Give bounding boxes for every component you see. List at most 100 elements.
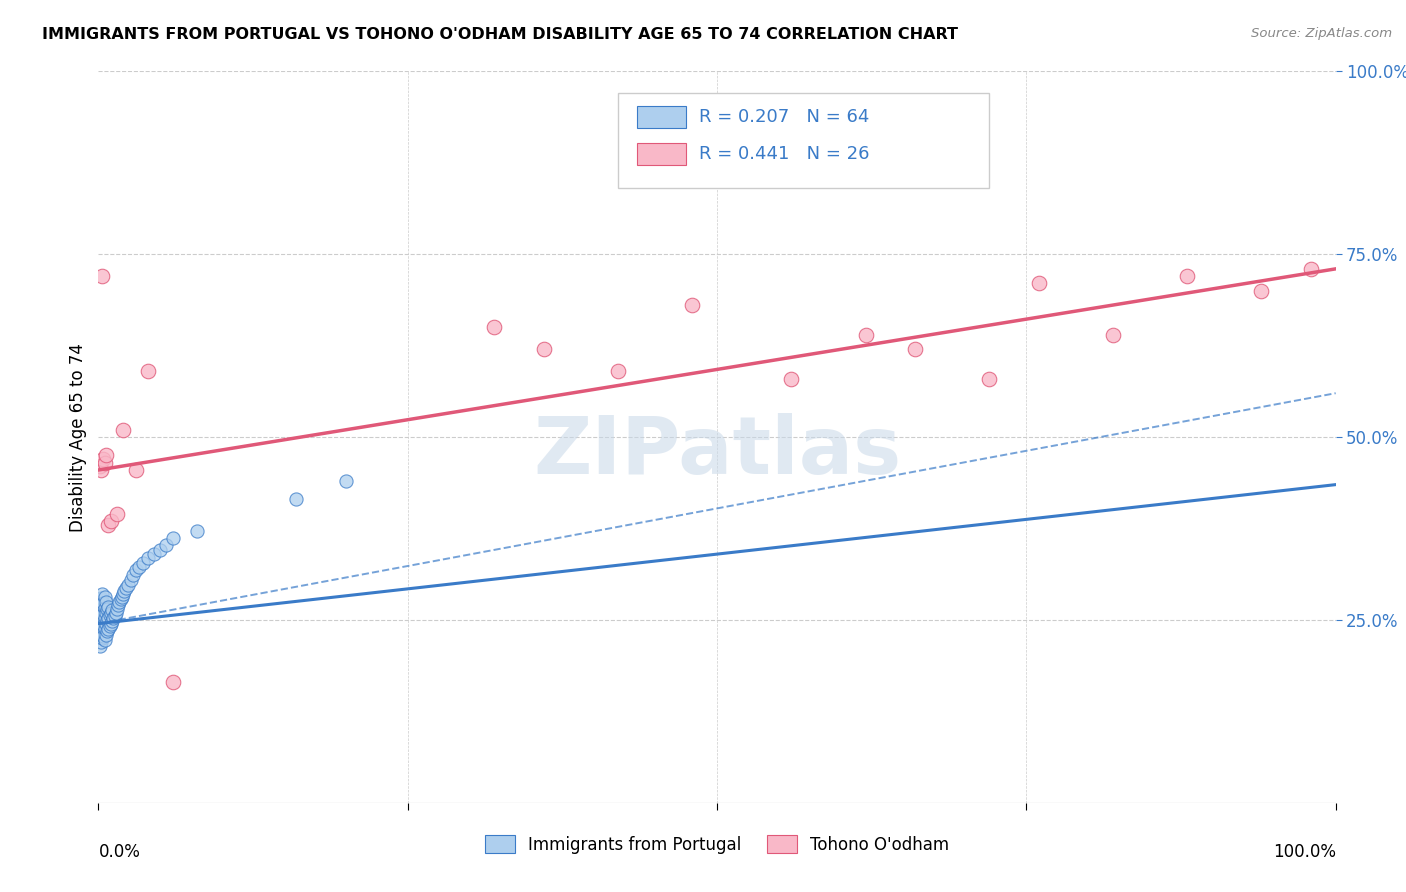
Point <box>90 602 112 616</box>
Point <box>124 563 146 577</box>
Point <box>94 594 117 608</box>
Point <box>979 371 1001 385</box>
Text: ZIPatlas: ZIPatlas <box>533 413 901 491</box>
Point <box>94 449 117 463</box>
Point <box>96 602 118 616</box>
Point <box>285 492 308 507</box>
Point <box>97 622 120 636</box>
Point <box>89 459 111 474</box>
Point <box>93 629 115 643</box>
Text: 100.0%: 100.0% <box>1272 843 1336 861</box>
Point <box>90 463 112 477</box>
Point <box>90 613 112 627</box>
Point <box>100 616 122 631</box>
Point <box>117 578 139 592</box>
Point <box>149 542 172 557</box>
Bar <box>637 143 686 165</box>
Point <box>143 547 166 561</box>
Point <box>132 556 155 570</box>
Point <box>93 618 115 632</box>
Point <box>93 611 115 625</box>
Text: IMMIGRANTS FROM PORTUGAL VS TOHONO O'ODHAM DISABILITY AGE 65 TO 74 CORRELATION C: IMMIGRANTS FROM PORTUGAL VS TOHONO O'ODH… <box>42 27 957 42</box>
Point <box>111 590 134 604</box>
Point <box>162 531 184 545</box>
Point <box>128 560 150 574</box>
Point <box>1299 261 1322 276</box>
Point <box>186 524 208 538</box>
Bar <box>619 94 990 188</box>
Point <box>91 620 114 634</box>
Point <box>94 616 117 631</box>
Point <box>855 327 877 342</box>
Legend: Immigrants from Portugal, Tohono O'odham: Immigrants from Portugal, Tohono O'odham <box>478 829 956 860</box>
Point <box>1175 269 1198 284</box>
Text: R = 0.441   N = 26: R = 0.441 N = 26 <box>699 145 869 162</box>
Point <box>114 581 136 595</box>
Point <box>91 632 114 646</box>
Text: R = 0.207   N = 64: R = 0.207 N = 64 <box>699 108 869 126</box>
Point <box>335 474 357 488</box>
Point <box>107 599 129 613</box>
Point <box>607 364 630 378</box>
Point <box>90 624 112 638</box>
Point <box>103 611 125 625</box>
Point <box>120 573 142 587</box>
Point <box>100 606 122 620</box>
Point <box>110 592 132 607</box>
Point <box>97 599 120 614</box>
Point <box>93 456 115 470</box>
Point <box>104 606 127 620</box>
Point <box>124 463 146 477</box>
Point <box>93 452 115 467</box>
Point <box>105 507 128 521</box>
Point <box>93 623 115 637</box>
Point <box>103 608 125 623</box>
Point <box>93 596 115 610</box>
Bar <box>637 106 686 128</box>
Point <box>94 627 117 641</box>
Point <box>1028 277 1050 291</box>
Point <box>484 320 506 334</box>
Point <box>96 624 118 638</box>
Point <box>101 615 124 629</box>
Point <box>93 633 115 648</box>
Point <box>91 599 114 613</box>
Point <box>96 613 118 627</box>
Point <box>91 609 114 624</box>
Point <box>155 538 177 552</box>
Point <box>136 364 159 378</box>
Point <box>89 627 111 641</box>
Point <box>97 517 120 532</box>
Point <box>533 343 555 357</box>
Text: Source: ZipAtlas.com: Source: ZipAtlas.com <box>1251 27 1392 40</box>
Point <box>780 371 803 385</box>
Point <box>162 675 184 690</box>
Point <box>93 600 115 615</box>
Point <box>136 551 159 566</box>
Point <box>94 606 117 620</box>
Point <box>98 619 121 633</box>
Point <box>105 602 128 616</box>
Point <box>89 639 111 653</box>
Point <box>122 567 145 582</box>
Point <box>108 595 131 609</box>
Point <box>112 586 135 600</box>
Point <box>1102 327 1125 342</box>
Point <box>97 611 120 625</box>
Text: 0.0%: 0.0% <box>98 843 141 861</box>
Point <box>904 343 927 357</box>
Point <box>89 616 111 631</box>
Point <box>100 514 122 528</box>
Point <box>681 298 703 312</box>
Point <box>90 635 112 649</box>
Y-axis label: Disability Age 65 to 74: Disability Age 65 to 74 <box>69 343 87 532</box>
Point <box>91 269 114 284</box>
Point <box>112 583 135 598</box>
Point <box>91 587 114 601</box>
Point <box>93 607 115 621</box>
Point <box>89 606 111 620</box>
Point <box>1250 284 1272 298</box>
Point <box>90 591 112 605</box>
Point <box>93 590 115 604</box>
Point <box>112 423 135 437</box>
